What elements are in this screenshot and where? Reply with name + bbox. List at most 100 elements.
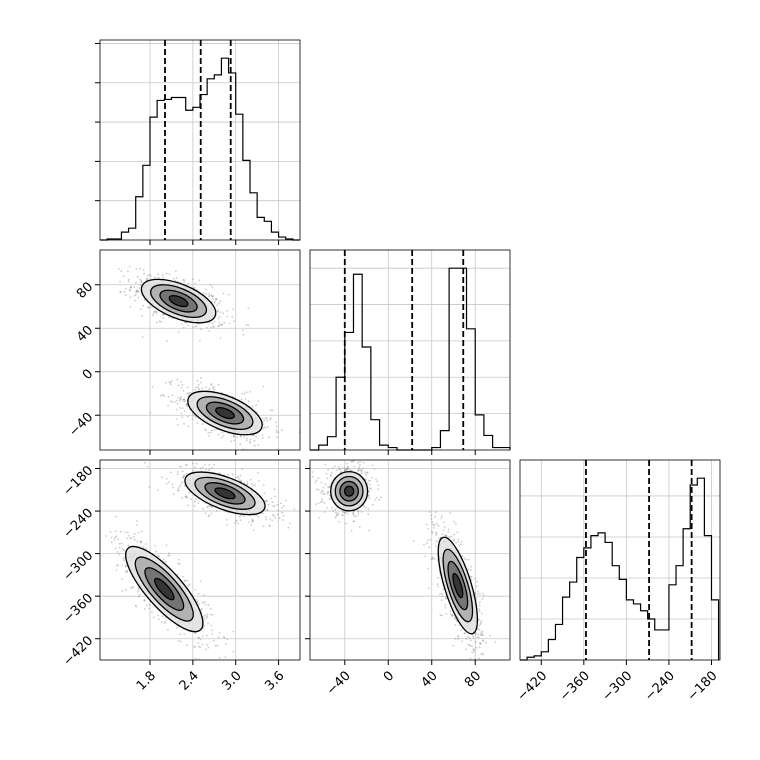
panel-contents — [311, 460, 496, 660]
x-tick-label: −360 — [557, 668, 593, 704]
sample-point — [289, 522, 291, 524]
sample-point — [198, 603, 201, 605]
sample-point — [456, 531, 459, 534]
sample-point — [142, 546, 145, 548]
sample-point — [480, 634, 483, 637]
sample-point — [148, 273, 151, 276]
sample-point — [317, 488, 320, 491]
sample-point — [194, 282, 197, 285]
contour-line — [140, 278, 217, 324]
sample-point — [143, 461, 146, 464]
sample-point — [134, 604, 137, 607]
sample-point — [479, 642, 481, 644]
sample-point — [226, 518, 228, 521]
sample-point — [210, 384, 212, 386]
sample-point — [212, 326, 215, 328]
sample-point — [358, 466, 360, 469]
sample-point — [105, 535, 107, 537]
sample-point — [367, 494, 370, 497]
histogram-step — [100, 57, 300, 241]
sample-point — [205, 293, 208, 295]
contour-line — [153, 577, 175, 601]
panel-contents — [117, 265, 300, 450]
sample-point — [123, 290, 126, 293]
sample-point — [177, 562, 180, 564]
sample-point — [158, 555, 160, 558]
sample-point — [216, 304, 219, 307]
grid — [310, 460, 510, 660]
sample-point — [342, 510, 344, 512]
sample-point — [157, 489, 159, 492]
sample-point — [212, 387, 214, 389]
sample-point — [213, 300, 216, 303]
sample-point — [165, 478, 168, 480]
sample-point — [138, 593, 141, 596]
sample-point — [329, 485, 331, 488]
sample-point — [179, 398, 182, 400]
sample-point — [181, 416, 184, 418]
sample-point — [183, 281, 186, 284]
sample-point — [191, 462, 194, 465]
sample-point — [473, 648, 475, 651]
sample-point — [332, 509, 334, 512]
sample-point — [457, 538, 460, 541]
sample-point — [207, 604, 210, 606]
sample-point — [134, 299, 136, 302]
sample-point — [211, 629, 213, 631]
sample-point — [469, 645, 471, 647]
sample-point — [321, 500, 323, 503]
sample-point — [168, 554, 171, 557]
sample-point — [262, 427, 265, 430]
sample-point — [132, 585, 135, 588]
sample-point — [217, 433, 220, 436]
sample-point — [346, 512, 349, 515]
sample-point — [114, 530, 117, 533]
sample-point — [245, 324, 248, 326]
sample-point — [222, 312, 225, 315]
sample-point — [165, 544, 168, 546]
sample-point — [177, 396, 180, 399]
sample-point — [237, 477, 240, 480]
sample-point — [157, 277, 160, 279]
y-tick-label: −360 — [60, 591, 96, 627]
sample-point — [371, 477, 373, 479]
sample-point — [209, 284, 212, 286]
sample-point — [435, 531, 437, 534]
sample-point — [205, 429, 208, 432]
sample-point — [186, 504, 189, 507]
sample-point — [141, 336, 144, 338]
sample-point — [191, 414, 194, 417]
sample-point — [463, 632, 466, 635]
grid — [310, 250, 510, 450]
sample-point — [474, 640, 477, 643]
sample-point — [179, 633, 182, 636]
sample-point — [124, 565, 127, 568]
sample-point — [230, 440, 233, 443]
sample-point — [241, 468, 244, 470]
sample-point — [344, 469, 347, 471]
sample-point — [412, 540, 415, 542]
sample-point — [475, 632, 478, 635]
sample-point — [182, 399, 184, 401]
sample-point — [453, 538, 456, 541]
sample-point — [274, 517, 277, 519]
sample-point — [367, 508, 370, 511]
sample-point — [239, 474, 242, 477]
sample-point — [327, 486, 329, 488]
sample-point — [275, 431, 278, 434]
sample-point — [338, 468, 341, 471]
sample-point — [330, 471, 333, 474]
sample-point — [146, 275, 149, 277]
sample-point — [336, 469, 338, 472]
sample-point — [194, 500, 196, 503]
sample-point — [365, 473, 367, 476]
sample-point — [116, 551, 119, 553]
sample-point — [479, 601, 481, 604]
sample-point — [141, 314, 144, 317]
sample-point — [183, 398, 186, 401]
sample-point — [435, 532, 438, 535]
sample-point — [204, 288, 207, 291]
sample-point — [133, 286, 136, 288]
contour-line — [447, 560, 469, 611]
sample-point — [441, 614, 443, 617]
